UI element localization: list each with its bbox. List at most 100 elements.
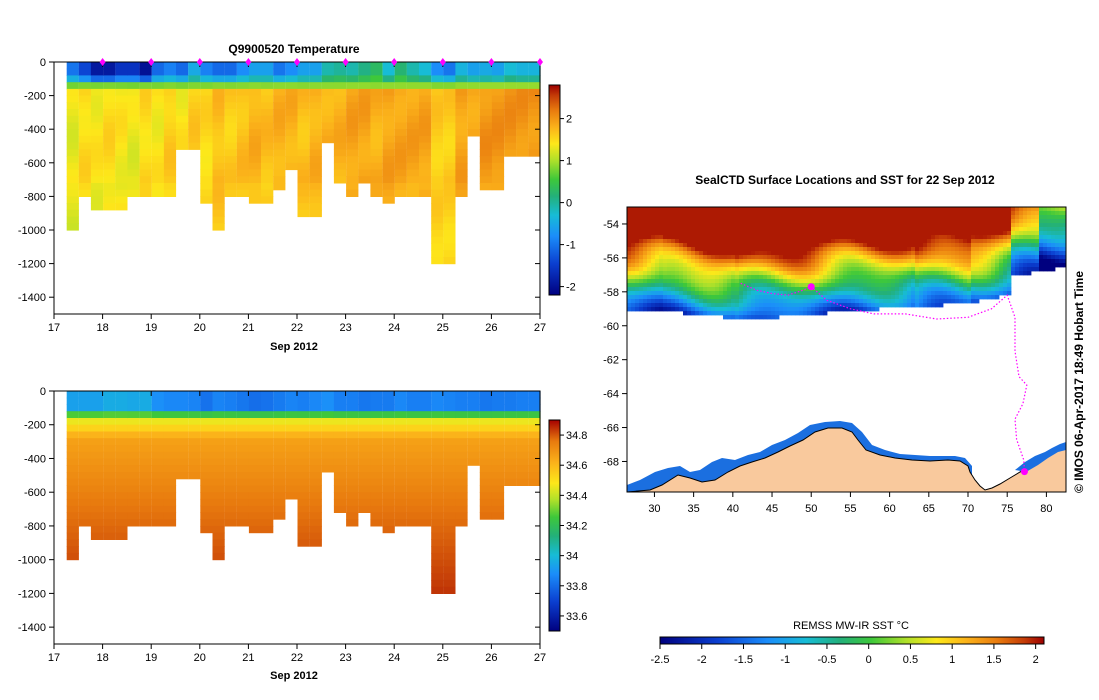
sst-pixel <box>727 307 732 312</box>
sst-pixel <box>899 283 904 288</box>
sst-pixel <box>711 235 716 240</box>
section-cell <box>127 88 140 97</box>
sst-pixel <box>715 279 720 284</box>
section-cell <box>90 418 104 426</box>
sst-pixel <box>927 263 932 268</box>
sst-pixel <box>755 259 760 264</box>
sst-pixel <box>999 279 1004 284</box>
section-cell <box>455 438 468 446</box>
section-cell <box>528 445 541 453</box>
section-cell <box>163 505 177 513</box>
sst-pixel <box>851 303 856 308</box>
section-cell <box>127 68 140 76</box>
sst-pixel <box>923 239 928 244</box>
sst-pixel <box>955 287 960 292</box>
sst-pixel <box>967 271 972 276</box>
section-cell <box>90 68 104 76</box>
section-cell <box>297 196 310 204</box>
section-cell <box>516 418 529 426</box>
section-cell <box>115 492 128 500</box>
sst-pixel <box>959 291 964 296</box>
sst-pixel <box>843 207 848 212</box>
section-cell <box>333 62 347 70</box>
sst-pixel <box>883 295 888 300</box>
sst-pixel <box>959 239 964 244</box>
section-cell <box>90 391 104 399</box>
sst-pixel <box>847 239 852 244</box>
sst-pixel <box>739 307 744 312</box>
sst-pixel <box>731 223 736 228</box>
section-cell <box>394 451 407 459</box>
section-cell <box>528 129 541 137</box>
section-cell <box>103 465 116 473</box>
section-cell <box>309 142 322 150</box>
sst-pixel <box>1051 263 1056 268</box>
sst-pixel <box>651 271 656 276</box>
section-cell <box>333 149 347 157</box>
sst-pixel <box>655 259 660 264</box>
sst-pixel <box>779 247 784 252</box>
section-cell <box>163 465 177 473</box>
sst-pixel <box>727 239 732 244</box>
sst-pixel <box>835 255 840 260</box>
sst-pixel <box>699 247 704 252</box>
section-cell <box>90 424 104 432</box>
sst-pixel <box>907 219 912 224</box>
sst-pixel <box>1043 267 1048 272</box>
section-cell <box>151 492 164 500</box>
sst-pixel <box>719 287 724 292</box>
section-cell <box>467 68 480 76</box>
section-cell <box>261 512 274 520</box>
section-cell <box>248 445 262 453</box>
sst-pixel <box>903 207 908 212</box>
sst-pixel <box>1031 267 1036 272</box>
sst-pixel <box>899 219 904 224</box>
section-cell <box>78 404 91 412</box>
sst-pixel <box>1003 239 1008 244</box>
sst-pixel <box>895 279 900 284</box>
sst-pixel <box>855 299 860 304</box>
section-cell <box>333 451 347 459</box>
section-cell <box>200 397 213 405</box>
section-cell <box>103 109 116 117</box>
sst-pixel <box>695 207 700 212</box>
sst-pixel <box>883 279 888 284</box>
section-cell <box>528 472 541 480</box>
section-cell <box>455 465 468 473</box>
section-cell <box>467 418 480 426</box>
sst-pixel <box>643 303 648 308</box>
sst-pixel <box>883 247 888 252</box>
sst-pixel <box>647 215 652 220</box>
section-cell <box>151 115 164 124</box>
section-cell <box>467 438 480 446</box>
sst-pixel <box>643 255 648 260</box>
sst-pixel <box>727 255 732 260</box>
sst-pixel <box>991 283 996 288</box>
section-cell <box>163 391 177 399</box>
sst-pixel <box>627 239 632 244</box>
sst-pixel <box>911 255 916 260</box>
section-cell <box>103 492 116 500</box>
section-cell <box>321 404 334 412</box>
section-cell <box>78 438 91 446</box>
sst-pixel <box>835 279 840 284</box>
sst-pixel <box>847 275 852 280</box>
sst-pixel <box>767 295 772 300</box>
sst-pixel <box>911 271 916 276</box>
section-cell <box>285 115 298 124</box>
section-cell <box>163 424 177 432</box>
section-cell <box>431 465 444 473</box>
section-cell <box>236 169 250 177</box>
section-cell <box>467 62 480 70</box>
sst-pixel <box>847 251 852 256</box>
sst-pixel <box>851 291 856 296</box>
section-cell <box>321 391 334 399</box>
section-cell <box>370 478 383 486</box>
section-cell <box>139 485 152 493</box>
sst-pixel <box>799 275 804 280</box>
sst-pixel <box>1003 227 1008 232</box>
sst-pixel <box>991 223 996 228</box>
sst-pixel <box>815 271 820 276</box>
sst-pixel <box>1039 227 1044 232</box>
section-cell <box>491 95 505 103</box>
